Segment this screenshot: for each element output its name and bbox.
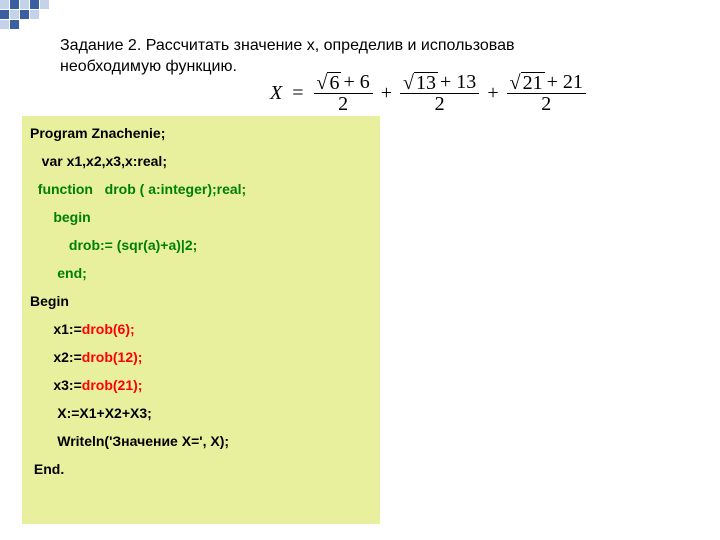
deco-square	[0, 0, 9, 9]
code-line: x3:=drob(21);	[30, 378, 372, 392]
code-line: drob:= (sqr(a)+a)|2;	[30, 238, 372, 252]
deco-square	[10, 10, 19, 19]
deco-square	[30, 10, 39, 19]
code-line: X:=X1+X2+X3;	[30, 406, 372, 420]
code-line: x1:=drob(6);	[30, 322, 372, 336]
code-line: x2:=drob(12);	[30, 350, 372, 364]
deco-square	[40, 0, 49, 9]
deco-square	[20, 0, 29, 9]
code-block: Program Znachenie; var x1,x2,x3,x:real; …	[22, 116, 380, 524]
code-line: begin	[30, 210, 372, 224]
code-line: var x1,x2,x3,x:real;	[30, 154, 372, 168]
math-formula: X=√6 + 62+√13 + 132+√21 + 212	[270, 72, 586, 115]
code-line: Writeln('Значение X=', X);	[30, 434, 372, 448]
code-line: function drob ( a:integer);real;	[30, 182, 372, 196]
deco-square	[0, 10, 9, 19]
code-line: Program Znachenie;	[30, 126, 372, 140]
code-line: end;	[30, 266, 372, 280]
deco-square	[10, 0, 19, 9]
code-line: Begin	[30, 294, 372, 308]
deco-square	[0, 20, 9, 29]
code-line: End.	[30, 462, 372, 476]
deco-square	[10, 20, 19, 29]
deco-square	[20, 10, 29, 19]
deco-square	[30, 0, 39, 9]
corner-decoration	[0, 0, 60, 30]
